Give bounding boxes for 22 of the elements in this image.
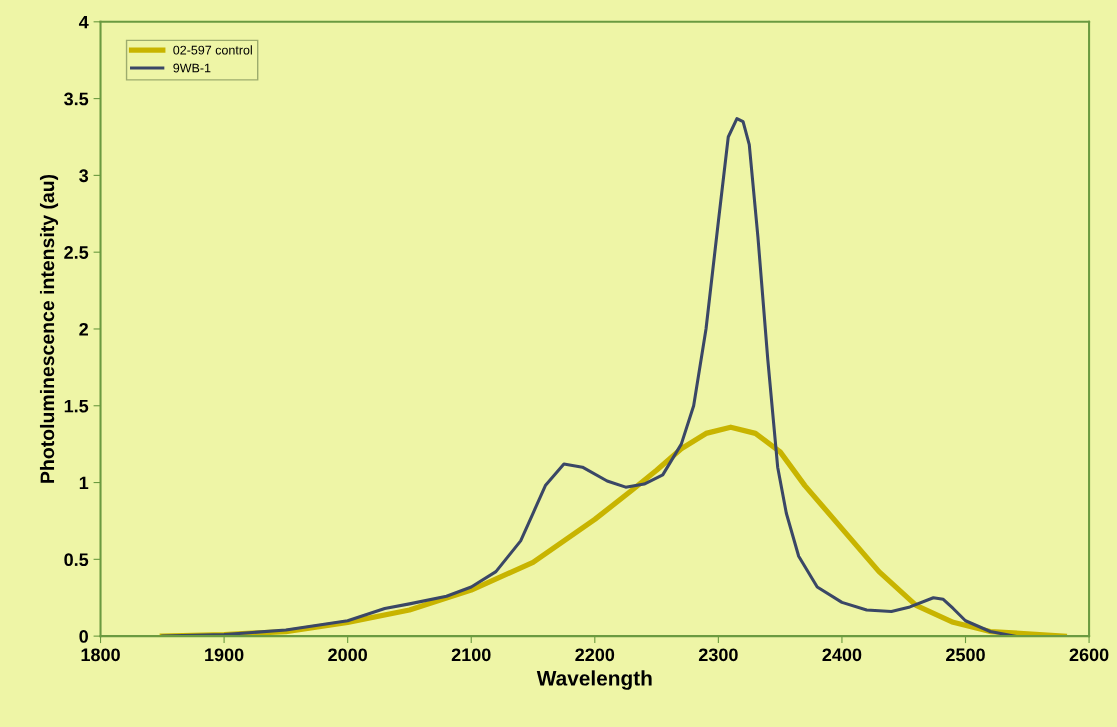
x-tick-label: 1800 [81, 648, 120, 662]
y-tick-label: 3 [79, 169, 89, 183]
x-tick-label: 1900 [205, 648, 244, 662]
x-tick-label: 2100 [451, 648, 491, 662]
y-tick-label: 1.5 [64, 399, 89, 413]
legend-label: 9WB-1 [173, 63, 211, 73]
y-tick-label: 2 [79, 322, 88, 336]
y-tick-label: 4 [78, 15, 89, 29]
x-tick-label: 2300 [698, 648, 738, 662]
y-tick-label: 1 [79, 476, 89, 490]
x-axis-title: Wavelength [536, 670, 652, 690]
legend-label: 02-597 control [173, 45, 252, 55]
x-tick-label: 2400 [822, 648, 862, 662]
x-tick-label: 2500 [946, 648, 985, 662]
x-tick-label: 2600 [1069, 648, 1109, 662]
y-tick-label: 2.5 [64, 246, 89, 259]
y-axis-title: Photoluminescence intensity (au) [39, 174, 59, 483]
x-tick-label: 2000 [328, 648, 368, 662]
y-tick-label: 0 [79, 630, 88, 643]
x-tick-label: 2200 [575, 648, 615, 662]
y-tick-label: 0.5 [64, 553, 89, 567]
y-tick-label: 3.5 [64, 92, 89, 106]
